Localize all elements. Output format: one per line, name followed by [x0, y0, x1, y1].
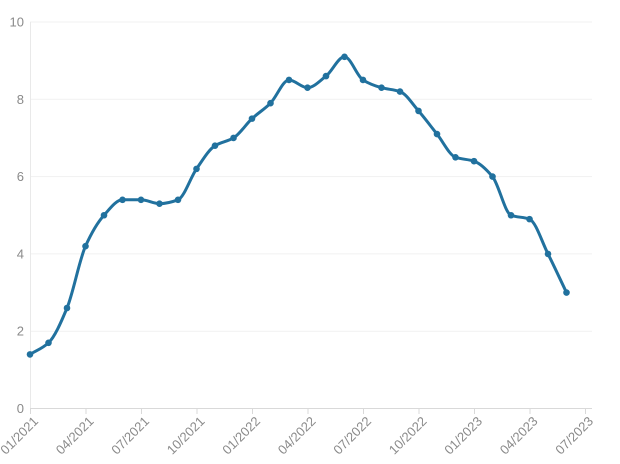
data-point-06/2021[interactable]: [119, 196, 126, 204]
x-axis-label-07/2023: 07/2023: [552, 414, 596, 458]
data-point-11/2021[interactable]: [211, 142, 219, 149]
y-axis-label-4: 4: [17, 246, 24, 261]
data-point-03/2022[interactable]: [285, 76, 293, 84]
data-point-11/2022[interactable]: [433, 130, 441, 138]
data-point-06/2022[interactable]: [341, 53, 348, 61]
data-point-03/2021[interactable]: [63, 304, 71, 312]
y-axis-label-2: 2: [17, 324, 24, 339]
data-point-09/2021[interactable]: [174, 196, 182, 204]
x-axis-label-04/2023: 04/2023: [497, 414, 541, 458]
x-axis-label-04/2022: 04/2022: [275, 414, 319, 458]
data-point-12/2022[interactable]: [452, 153, 459, 161]
data-point-01/2021[interactable]: [26, 351, 34, 358]
data-point-05/2021[interactable]: [100, 211, 108, 219]
y-axis-label-8: 8: [17, 92, 24, 107]
x-axis-label-01/2022: 01/2022: [219, 414, 263, 458]
data-point-04/2021[interactable]: [82, 242, 89, 250]
data-point-05/2022[interactable]: [322, 72, 330, 80]
x-axis-label-07/2022: 07/2022: [330, 414, 374, 458]
y-axis-label-0: 0: [17, 401, 24, 416]
series-line: [28, 55, 568, 356]
data-point-10/2022[interactable]: [415, 107, 422, 115]
data-point-12/2021[interactable]: [230, 134, 237, 142]
data-point-08/2022[interactable]: [378, 84, 385, 92]
data-point-02/2023[interactable]: [489, 173, 496, 180]
data-point-04/2022[interactable]: [304, 84, 311, 92]
data-point-01/2022[interactable]: [248, 115, 256, 122]
data-point-05/2023[interactable]: [544, 250, 552, 258]
data-point-07/2021[interactable]: [137, 196, 145, 204]
y-axis-label-10: 10: [10, 15, 24, 30]
x-axis-label-01/2021: 01/2021: [0, 414, 41, 458]
data-point-06/2023[interactable]: [563, 289, 570, 296]
x-axis-label-01/2023: 01/2023: [441, 414, 485, 458]
data-point-08/2021[interactable]: [156, 200, 163, 207]
data-point-07/2022[interactable]: [359, 76, 367, 84]
data-point-02/2021[interactable]: [45, 339, 52, 347]
x-axis-label-04/2021: 04/2021: [53, 414, 97, 458]
data-point-04/2023[interactable]: [526, 215, 533, 223]
data-point-09/2022[interactable]: [396, 88, 404, 95]
data-point-03/2023[interactable]: [507, 211, 515, 219]
x-axis-label-10/2022: 10/2022: [386, 414, 430, 458]
x-axis-label-07/2021: 07/2021: [108, 414, 152, 458]
data-point-02/2022[interactable]: [267, 99, 274, 107]
data-point-10/2021[interactable]: [193, 165, 200, 173]
x-axis-label-10/2021: 10/2021: [164, 414, 208, 458]
y-axis-label-6: 6: [17, 169, 24, 184]
data-point-01/2023[interactable]: [470, 157, 478, 165]
